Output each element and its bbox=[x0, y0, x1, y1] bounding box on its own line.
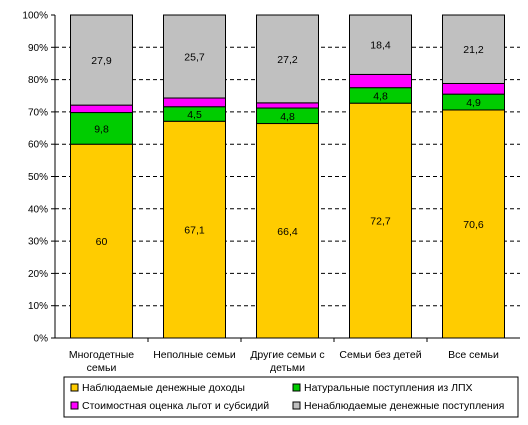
bar-segment bbox=[163, 97, 226, 108]
y-tick-label: 40% bbox=[28, 204, 48, 215]
bar-segment bbox=[256, 123, 319, 339]
data-label: 18,4 bbox=[370, 40, 391, 52]
legend-swatch bbox=[70, 401, 79, 410]
data-label: 66,4 bbox=[277, 226, 298, 238]
bar-segment bbox=[70, 112, 133, 145]
x-tick-label: Многодетные семьи bbox=[69, 349, 134, 374]
x-tick-label: Семьи без детей bbox=[339, 349, 421, 361]
data-label: 9,8 bbox=[94, 123, 109, 135]
y-tick-label: 30% bbox=[28, 237, 48, 248]
legend-label: Ненаблюдаемые денежные поступления bbox=[304, 400, 504, 412]
y-tick-label: 0% bbox=[34, 334, 49, 345]
y-tick-label: 20% bbox=[28, 269, 48, 280]
data-label: 27,2 bbox=[277, 54, 298, 66]
data-label: 4,8 bbox=[280, 111, 295, 123]
data-label: 67,1 bbox=[184, 225, 205, 237]
x-tick-label: Все семьи bbox=[448, 349, 499, 361]
legend: Наблюдаемые денежные доходы Натуральные п… bbox=[63, 376, 519, 418]
data-label: 21,2 bbox=[463, 44, 484, 56]
bar-segment bbox=[163, 14, 226, 99]
bar-segment bbox=[349, 73, 412, 89]
bar-segment bbox=[256, 102, 319, 109]
x-tick-label: Неполные семьи bbox=[153, 349, 236, 361]
bar-segment bbox=[163, 120, 226, 339]
y-tick-label: 50% bbox=[28, 172, 48, 183]
y-tick-label: 70% bbox=[28, 107, 48, 118]
y-axis: 0% 10% 20% 30% 40% 50% 60% 70% 80% 90% 100% bbox=[22, 11, 56, 345]
y-tick-label: 80% bbox=[28, 75, 48, 86]
x-axis: Многодетные семьи Неполные семьи Другие сем… bbox=[55, 337, 520, 374]
bar-segment bbox=[442, 14, 505, 84]
data-label: 4,5 bbox=[187, 109, 202, 121]
legend-swatch bbox=[292, 383, 301, 392]
data-label: 25,7 bbox=[184, 52, 205, 64]
legend-box bbox=[63, 376, 519, 418]
bar-segment bbox=[70, 14, 133, 106]
bar-segment bbox=[442, 82, 505, 95]
data-label: 72,7 bbox=[370, 216, 391, 228]
data-label: 27,9 bbox=[91, 55, 112, 67]
bar-segment bbox=[349, 14, 412, 75]
data-label: 70,6 bbox=[463, 219, 484, 231]
legend-swatch bbox=[292, 401, 301, 410]
legend-swatch bbox=[70, 383, 79, 392]
bar-segment bbox=[70, 104, 133, 114]
x-tick-label: Другие семьи с детьми bbox=[250, 349, 324, 374]
y-tick-label: 100% bbox=[22, 11, 48, 22]
y-tick-label: 90% bbox=[28, 43, 48, 54]
y-tick-label: 60% bbox=[28, 140, 48, 151]
legend-label: Стоимостная оценка льгот и субсидий bbox=[82, 400, 269, 412]
bars: 60 9,8 27,9 67,1 4,5 25,7 66,4 4,8 27,2 72,7 4,8 18… bbox=[70, 14, 505, 339]
data-label: 4,9 bbox=[466, 97, 481, 109]
bar-segment bbox=[70, 143, 133, 339]
y-tick-label: 10% bbox=[28, 301, 48, 312]
data-label: 4,8 bbox=[373, 90, 388, 102]
bar-segment bbox=[256, 14, 319, 104]
legend-label: Натуральные поступления из ЛПХ bbox=[304, 382, 473, 394]
bar-segment bbox=[349, 102, 412, 339]
legend-label: Наблюдаемые денежные доходы bbox=[82, 382, 245, 394]
data-label: 60 bbox=[96, 236, 108, 248]
